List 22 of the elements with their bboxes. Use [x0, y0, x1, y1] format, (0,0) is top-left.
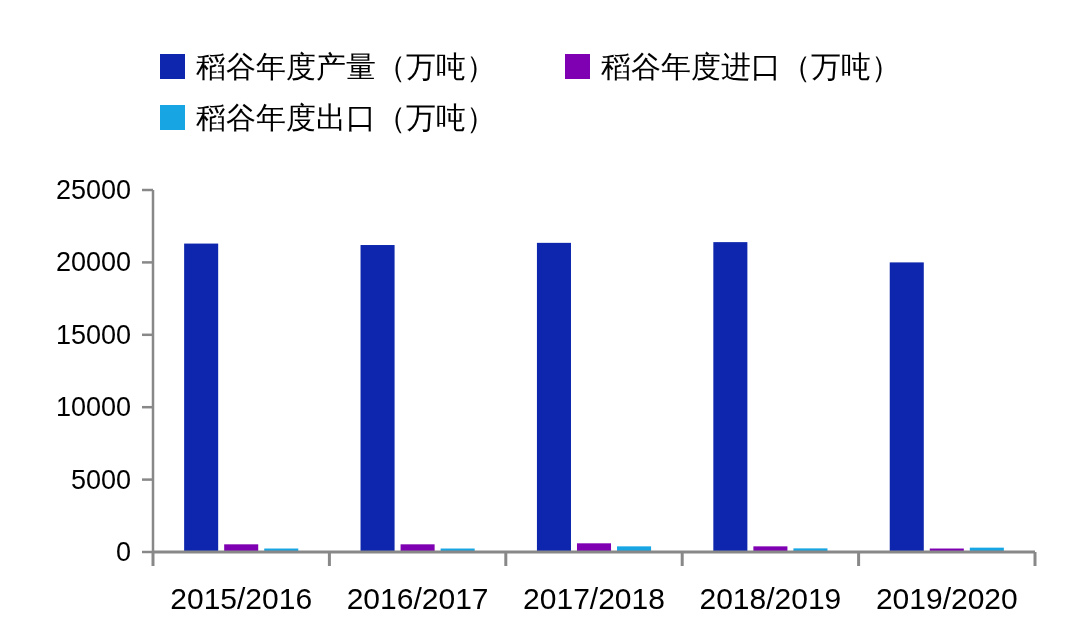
y-tick-label: 10000	[55, 392, 131, 423]
bar	[400, 544, 435, 552]
y-tick-label: 25000	[55, 175, 131, 205]
bar	[224, 544, 259, 552]
x-tick-label: 2015/2016	[170, 581, 313, 615]
bar	[360, 245, 395, 552]
legend-label: 稻谷年度进口（万吨）	[601, 49, 901, 83]
bar	[713, 242, 748, 552]
bar	[536, 242, 571, 552]
y-tick-label: 20000	[55, 247, 131, 278]
bar	[576, 543, 612, 552]
x-tick-label: 2018/2019	[699, 581, 842, 615]
x-tick-label: 2017/2018	[523, 581, 665, 615]
x-tick-label: 2016/2017	[346, 581, 489, 615]
x-tick-label: 2019/2020	[875, 581, 1018, 615]
legend-label: 稻谷年度产量（万吨）	[196, 49, 496, 83]
legend-label: 稻谷年度出口（万吨）	[196, 100, 496, 134]
y-tick-label: 5000	[70, 464, 131, 495]
bar	[184, 243, 219, 552]
y-tick-label: 15000	[55, 319, 131, 350]
y-tick-label: 0	[115, 537, 131, 567]
bar	[889, 262, 924, 552]
